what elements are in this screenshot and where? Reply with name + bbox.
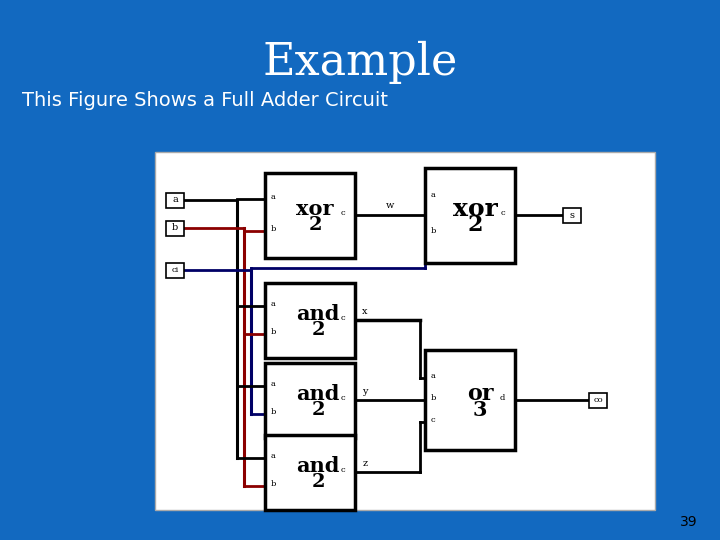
Bar: [155, 152, 655, 510]
Text: y: y: [362, 387, 368, 396]
Text: c: c: [341, 394, 345, 402]
Text: and: and: [297, 304, 340, 324]
Text: b: b: [431, 394, 436, 402]
Text: x: x: [362, 307, 368, 316]
Text: 2: 2: [311, 321, 325, 339]
Text: 2: 2: [308, 216, 322, 234]
Text: a: a: [271, 300, 276, 308]
Text: 3: 3: [473, 400, 487, 420]
Text: b: b: [271, 225, 276, 233]
Bar: [563, 207, 581, 222]
Bar: [589, 393, 607, 408]
Bar: [166, 262, 184, 278]
Text: 2: 2: [311, 473, 325, 491]
Text: b: b: [431, 227, 436, 235]
Text: and: and: [297, 384, 340, 404]
Text: c: c: [431, 416, 436, 424]
Text: a: a: [172, 195, 178, 205]
Bar: [265, 172, 355, 258]
Text: 2: 2: [311, 401, 325, 419]
Text: b: b: [271, 408, 276, 416]
Text: b: b: [271, 328, 276, 336]
Text: b: b: [271, 480, 276, 488]
Text: b: b: [172, 224, 178, 233]
Text: c: c: [341, 466, 345, 474]
Bar: [265, 282, 355, 357]
Bar: [166, 220, 184, 235]
Text: co: co: [593, 396, 603, 404]
Text: c: c: [341, 314, 345, 322]
Text: a: a: [271, 380, 276, 388]
Text: a: a: [271, 452, 276, 460]
Text: z: z: [362, 459, 368, 468]
Bar: [425, 167, 515, 262]
Text: c: c: [341, 209, 345, 217]
Text: Example: Example: [262, 40, 458, 84]
Text: s: s: [570, 211, 575, 219]
Text: ci: ci: [171, 266, 179, 274]
Bar: [265, 435, 355, 510]
Text: d: d: [500, 394, 505, 402]
Text: or: or: [467, 383, 493, 405]
Text: xor: xor: [296, 199, 334, 219]
Text: c: c: [500, 209, 505, 217]
Text: xor: xor: [453, 197, 498, 221]
Text: a: a: [431, 191, 436, 199]
Text: and: and: [297, 456, 340, 476]
Text: 39: 39: [680, 515, 698, 529]
Text: a: a: [271, 193, 276, 201]
Bar: [425, 350, 515, 450]
Text: This Figure Shows a Full Adder Circuit: This Figure Shows a Full Adder Circuit: [22, 91, 388, 110]
Text: 2: 2: [467, 214, 482, 236]
Bar: [166, 192, 184, 207]
Text: w: w: [386, 201, 394, 210]
Bar: [265, 362, 355, 437]
Text: a: a: [431, 372, 436, 380]
